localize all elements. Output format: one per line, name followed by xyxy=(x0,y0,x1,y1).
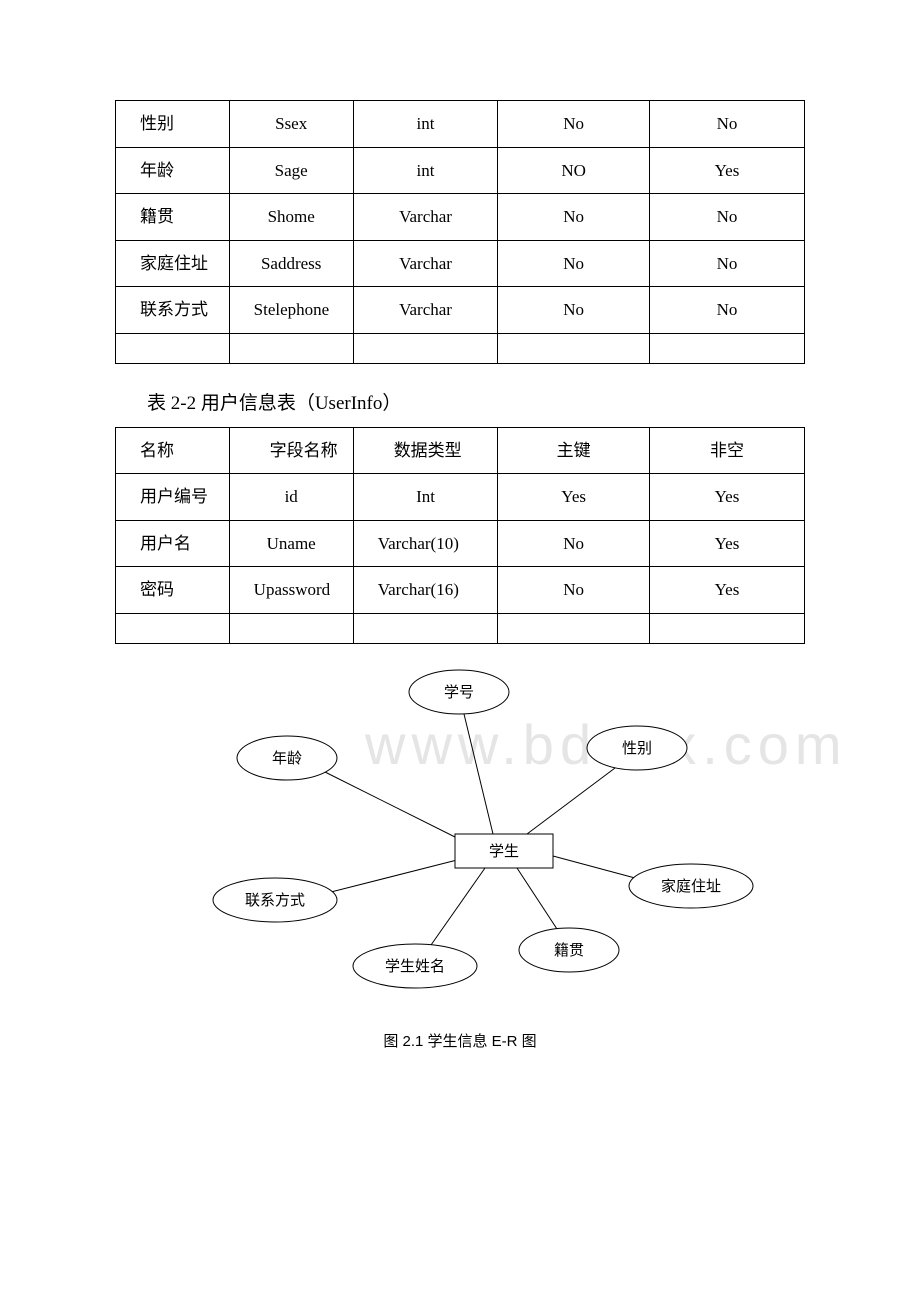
table-row-empty xyxy=(116,613,805,643)
table-row: 家庭住址 Saddress Varchar No No xyxy=(116,240,805,287)
cell: NO xyxy=(561,161,586,180)
cell: No xyxy=(563,580,584,599)
cell: 联系方式 xyxy=(140,300,208,319)
cell: 用户名 xyxy=(140,534,191,553)
cell: Varchar(10) xyxy=(378,534,459,553)
table-row: 性别 Ssex int No No xyxy=(116,101,805,148)
cell: Varchar xyxy=(399,254,452,273)
cell: Varchar xyxy=(399,300,452,319)
table-row: 用户名 Uname Varchar(10) No Yes xyxy=(116,520,805,567)
table-userinfo: 名称 字段名称 数据类型 主键 非空 用户编号 id Int Yes Yes 用… xyxy=(115,427,805,644)
cell: 籍贯 xyxy=(140,207,174,226)
svg-text:籍贯: 籍贯 xyxy=(554,942,584,959)
cell: No xyxy=(717,207,738,226)
header-cell: 数据类型 xyxy=(394,441,462,460)
cell: No xyxy=(563,300,584,319)
header-cell: 名称 xyxy=(140,441,174,460)
cell: Stelephone xyxy=(254,300,330,319)
diagram-caption: 图 2.1 学生信息 E-R 图 xyxy=(115,1030,805,1051)
cell: Uname xyxy=(267,534,316,553)
cell: Yes xyxy=(715,161,740,180)
cell: 性别 xyxy=(140,114,174,133)
cell: Int xyxy=(416,487,435,506)
cell: 家庭住址 xyxy=(140,254,208,273)
table-caption: 表 2-2 用户信息表（UserInfo） xyxy=(115,382,805,427)
cell: 年龄 xyxy=(140,161,174,180)
cell: No xyxy=(717,254,738,273)
cell: No xyxy=(563,254,584,273)
table-row: 密码 Upassword Varchar(16) No Yes xyxy=(116,567,805,614)
cell: int xyxy=(417,114,435,133)
header-cell: 字段名称 xyxy=(270,441,338,460)
table-student-fields: 性别 Ssex int No No 年龄 Sage int NO Yes 籍贯 … xyxy=(115,100,805,364)
svg-text:联系方式: 联系方式 xyxy=(245,892,305,909)
cell: No xyxy=(563,114,584,133)
table-row: 年龄 Sage int NO Yes xyxy=(116,147,805,194)
svg-text:年龄: 年龄 xyxy=(272,750,302,767)
cell: Yes xyxy=(561,487,586,506)
table-header-row: 名称 字段名称 数据类型 主键 非空 xyxy=(116,427,805,474)
table-row: 联系方式 Stelephone Varchar No No xyxy=(116,287,805,334)
cell: Varchar(16) xyxy=(378,580,459,599)
header-cell: 非空 xyxy=(710,441,744,460)
cell: Varchar xyxy=(399,207,452,226)
cell: int xyxy=(417,161,435,180)
svg-text:性别: 性别 xyxy=(622,740,652,757)
cell: Saddress xyxy=(261,254,321,273)
cell: id xyxy=(285,487,298,506)
cell: Yes xyxy=(715,580,740,599)
cell: Shome xyxy=(268,207,315,226)
cell: 用户编号 xyxy=(140,487,208,506)
header-cell: 主键 xyxy=(557,441,591,460)
svg-text:家庭住址: 家庭住址 xyxy=(661,878,721,895)
svg-text:学生: 学生 xyxy=(489,843,519,860)
cell: 密码 xyxy=(140,580,174,599)
svg-text:学生姓名: 学生姓名 xyxy=(385,958,445,975)
cell: Sage xyxy=(275,161,308,180)
cell: No xyxy=(717,114,738,133)
cell: No xyxy=(563,534,584,553)
cell: Ssex xyxy=(275,114,307,133)
table-row: 籍贯 Shome Varchar No No xyxy=(116,194,805,241)
er-diagram-container: 学生 学号性别年龄联系方式学生姓名 籍贯 家庭住址 图 2.1 学生信息 E-R 图 xyxy=(115,662,805,1051)
cell: Yes xyxy=(715,487,740,506)
er-diagram: 学生 学号性别年龄联系方式学生姓名 籍贯 家庭住址 xyxy=(115,662,805,1002)
svg-text:学号: 学号 xyxy=(444,684,474,701)
cell: No xyxy=(563,207,584,226)
table-row: 用户编号 id Int Yes Yes xyxy=(116,474,805,521)
cell: Yes xyxy=(715,534,740,553)
cell: No xyxy=(717,300,738,319)
cell: Upassword xyxy=(254,580,331,599)
table-row-empty xyxy=(116,333,805,363)
